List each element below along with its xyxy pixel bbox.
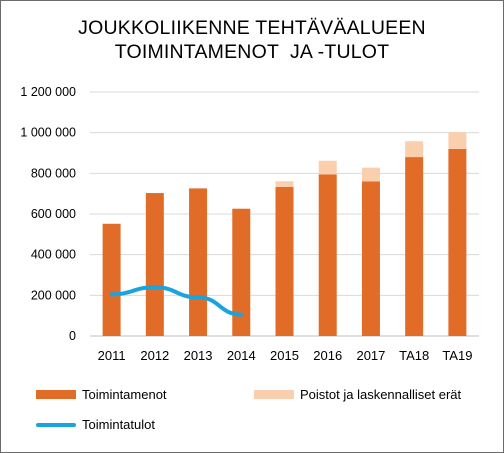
x-tick-label: 2015 [270, 348, 299, 363]
y-tick-label: 800 000 [31, 166, 76, 180]
x-tick-label: TA18 [399, 348, 429, 363]
legend-item-toimintamenot: Toimintamenot [36, 387, 167, 402]
legend-swatch-toimintamenot [36, 390, 76, 399]
x-tick-label: TA19 [442, 348, 472, 363]
bar-toimintamenot [405, 157, 424, 336]
x-tick-label: 2011 [98, 348, 126, 363]
legend-swatch-toimintatulot [36, 422, 76, 427]
legend-label-poistot: Poistot ja laskennalliset erät [300, 387, 462, 402]
y-tick-label: 1 000 000 [20, 126, 76, 140]
chart-title-line-1: JOUKKOLIIKENNE TEHTÄVÄALUEEN [78, 17, 426, 39]
bar-toimintamenot [232, 208, 251, 336]
bar-toimintamenot [189, 188, 208, 336]
x-tick-label: 2014 [227, 348, 256, 363]
legend-label-toimintatulot: Toimintatulot [82, 417, 155, 432]
y-tick-label: 0 [69, 329, 76, 343]
line-toimintatulot [109, 285, 244, 317]
x-tick-label: 2012 [140, 348, 169, 363]
chart-title-line-2: TOIMINTAMENOT JA -TULOT [114, 41, 390, 63]
y-tick-label: 400 000 [31, 248, 76, 262]
bar-poistot [405, 141, 424, 158]
legend-item-poistot: Poistot ja laskennalliset erät [254, 387, 461, 402]
bar-poistot [448, 132, 467, 149]
y-tick-label: 200 000 [31, 288, 76, 302]
chart-title: JOUKKOLIIKENNE TEHTÄVÄALUEEN TOIMINTAMEN… [0, 16, 504, 64]
y-tick-label: 1 200 000 [20, 85, 76, 99]
bar-toimintamenot [102, 223, 121, 336]
bar-toimintamenot [275, 186, 294, 336]
x-tick-label: 2017 [356, 348, 385, 363]
bar-toimintamenot [361, 181, 380, 336]
legend-label-toimintamenot: Toimintamenot [82, 387, 167, 402]
x-tick-label: 2013 [184, 348, 213, 363]
bar-poistot [361, 167, 380, 182]
bar-toimintamenot [318, 174, 337, 336]
bar-poistot [275, 181, 294, 187]
bar-toimintamenot [448, 148, 467, 336]
bar-toimintamenot [145, 193, 164, 336]
legend-item-toimintatulot: Toimintatulot [36, 417, 155, 432]
x-tick-label: 2016 [313, 348, 342, 363]
y-tick-label: 600 000 [31, 207, 76, 221]
legend-swatch-poistot [254, 390, 294, 399]
bar-poistot [318, 160, 337, 175]
